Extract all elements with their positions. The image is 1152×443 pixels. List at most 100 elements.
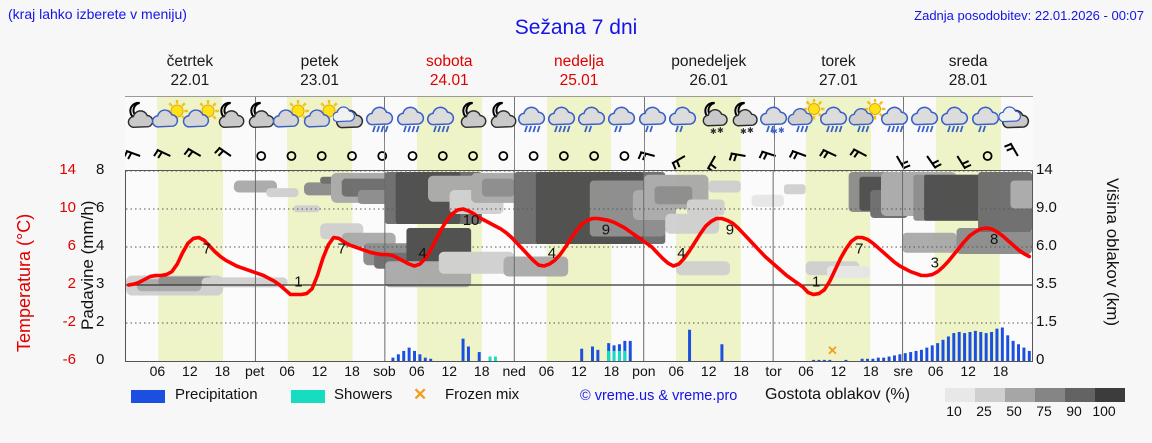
weather-icon-rain: [545, 99, 583, 139]
wind-day-divider-6: [903, 140, 905, 170]
x-tick-label-6: 18: [344, 363, 360, 379]
svg-text:✱: ✱: [771, 127, 778, 136]
cloud-ramp-step-1: [975, 388, 1005, 402]
weather-icon-sun-cloud: [151, 99, 189, 139]
precipitation-legend-label: Precipitation: [175, 386, 258, 403]
copyright-link[interactable]: © vreme.us & vreme.pro: [580, 388, 738, 404]
cloud-ramp-label-1: 25: [976, 403, 992, 419]
cloud-ramp-step-4: [1065, 388, 1095, 402]
tl-cld-tick-0: 14: [1036, 161, 1053, 178]
weather-icon-night-cloudy: [212, 99, 250, 139]
tl-pre-tick-0: 8: [96, 161, 105, 178]
day-header-3: nedelja 25.01: [514, 52, 644, 94]
cloud-ramp-label-0: 10: [946, 403, 962, 419]
x-tick-label-24: 06: [927, 363, 944, 379]
temperature-label-12: 3: [931, 255, 939, 272]
day-date: 22.01: [170, 72, 210, 89]
x-tick-label-23: sre: [893, 363, 914, 379]
x-tick-label-3: pet: [244, 363, 265, 379]
temperature-label-2: 1: [294, 274, 302, 291]
day-name: ponedeljek: [671, 53, 747, 70]
temperature-label-1: 7: [203, 241, 211, 258]
day-name: sobota: [426, 53, 473, 70]
frozen-mix-icon: ✕: [413, 385, 428, 404]
x-tick-label-16: 06: [668, 363, 685, 379]
precipitation-axis-ticks: 8 6 4 3 2 0: [96, 160, 122, 370]
x-tick-label-7: sob: [373, 363, 396, 379]
weather-icon-sun-cloud: [182, 99, 220, 139]
x-tick-label-12: 06: [538, 363, 555, 379]
weather-icon-rain: [394, 99, 432, 139]
tl-pre-tick-4: 2: [96, 313, 105, 330]
svg-text:✱: ✱: [747, 126, 754, 135]
weather-icon-night-sleet: ✱ ✱: [726, 99, 764, 139]
tl-temp-tick-0: 14: [59, 161, 76, 178]
svg-text:✱: ✱: [740, 127, 747, 136]
temperature-label-7: 9: [602, 222, 610, 239]
temperature-axis-ticks: 14 10 6 2 -2 -6: [26, 160, 76, 370]
x-tick-label-22: 18: [863, 363, 879, 379]
day-date: 28.01: [948, 72, 988, 89]
x-tick-label-1: 12: [182, 363, 198, 379]
day-header-0: četrtek 22.01: [125, 52, 255, 94]
tl-cld-tick-2: 6.0: [1036, 237, 1057, 254]
temperature-label-5: 10: [463, 212, 480, 229]
wind-day-divider-5: [773, 140, 775, 170]
weather-icon-sun-cloud-rain: [848, 98, 886, 139]
day-name: nedelja: [554, 53, 605, 70]
legend: Precipitation Showers ✕ Frozen mix © vre…: [125, 386, 1145, 422]
precipitation-bars: [391, 327, 1031, 361]
tl-cld-tick-5: 0: [1036, 351, 1045, 368]
x-tick-label-19: tor: [765, 363, 782, 379]
weather-icon-rain: [424, 99, 462, 139]
cloud-ramp-label-3: 75: [1036, 403, 1052, 419]
wind-daylight-shade-5: [806, 140, 871, 170]
x-tick-label-25: 12: [960, 363, 976, 379]
precipitation-axis-title: Padavine (mm/h): [78, 200, 97, 330]
cloud-ramp-step-5: [1095, 388, 1125, 402]
x-tick-label-13: 12: [571, 363, 587, 379]
cloud-density-legend-title: Gostota oblakov (%): [765, 386, 910, 403]
weather-icon-night-cloudy: [242, 99, 280, 139]
weather-icon-rain-light: [636, 99, 674, 139]
day-name: torek: [821, 53, 856, 70]
wind-daylight-shade-4: [676, 140, 742, 170]
wind-day-divider-4: [643, 140, 645, 170]
tl-pre-tick-2: 4: [96, 237, 105, 254]
tl-pre-tick-1: 6: [96, 199, 105, 216]
day-name: petek: [300, 53, 339, 70]
weather-icon-rain: [908, 99, 946, 139]
day-header-6: sreda 28.01: [903, 52, 1033, 94]
day-header-1: petek 23.01: [255, 52, 385, 94]
weather-icon-band: ✱ ✱ ✱ ✱ ✱ ✱: [125, 96, 1033, 141]
plot-canvas: ✕ 7 1 7 4 10 4 9 4 9 1 7 3 8: [126, 171, 1032, 361]
temperature-label-4: 4: [418, 245, 426, 262]
cloud-density-field: [126, 171, 1032, 296]
day-header-2: sobota 24.01: [384, 52, 514, 94]
temperature-label-9: 9: [726, 222, 734, 239]
wind-daylight-shade-1: [287, 140, 352, 170]
temperature-label-3: 7: [337, 241, 345, 258]
meteogram-plot: ✕ 7 1 7 4 10 4 9 4 9 1 7 3 8: [125, 170, 1033, 362]
x-tick-label-9: 12: [441, 363, 458, 379]
day-date: 26.01: [689, 72, 729, 89]
plot-daylight-shade-0: [158, 171, 224, 361]
day-name: sreda: [948, 53, 988, 70]
weather-icon-cloudy: [998, 99, 1037, 139]
temperature-label-10: 1: [812, 274, 820, 291]
precipitation-swatch: [131, 390, 165, 403]
weather-icon-rain-light: [666, 99, 704, 139]
cloud-ramp-step-2: [1005, 388, 1035, 402]
wind-day-divider-2: [384, 140, 386, 170]
last-updated-label: Zadnja posodobitev: 22.01.2026 - 00:07: [914, 8, 1144, 23]
weather-icon-cloudy: [332, 99, 371, 139]
weather-icon-night-sleet: ✱ ✱: [696, 99, 734, 139]
tl-cld-tick-3: 3.5: [1036, 275, 1057, 292]
wind-day-divider-3: [514, 140, 516, 170]
x-tick-label-0: 06: [149, 363, 166, 379]
tl-temp-tick-5: -6: [62, 351, 76, 368]
tl-temp-tick-1: 10: [59, 199, 76, 216]
location-menu-note[interactable]: (kraj lahko izberete v meniju): [8, 6, 187, 22]
frozen-mix-legend-label: Frozen mix: [445, 386, 520, 403]
cloud-ramp-step-0: [945, 388, 975, 402]
